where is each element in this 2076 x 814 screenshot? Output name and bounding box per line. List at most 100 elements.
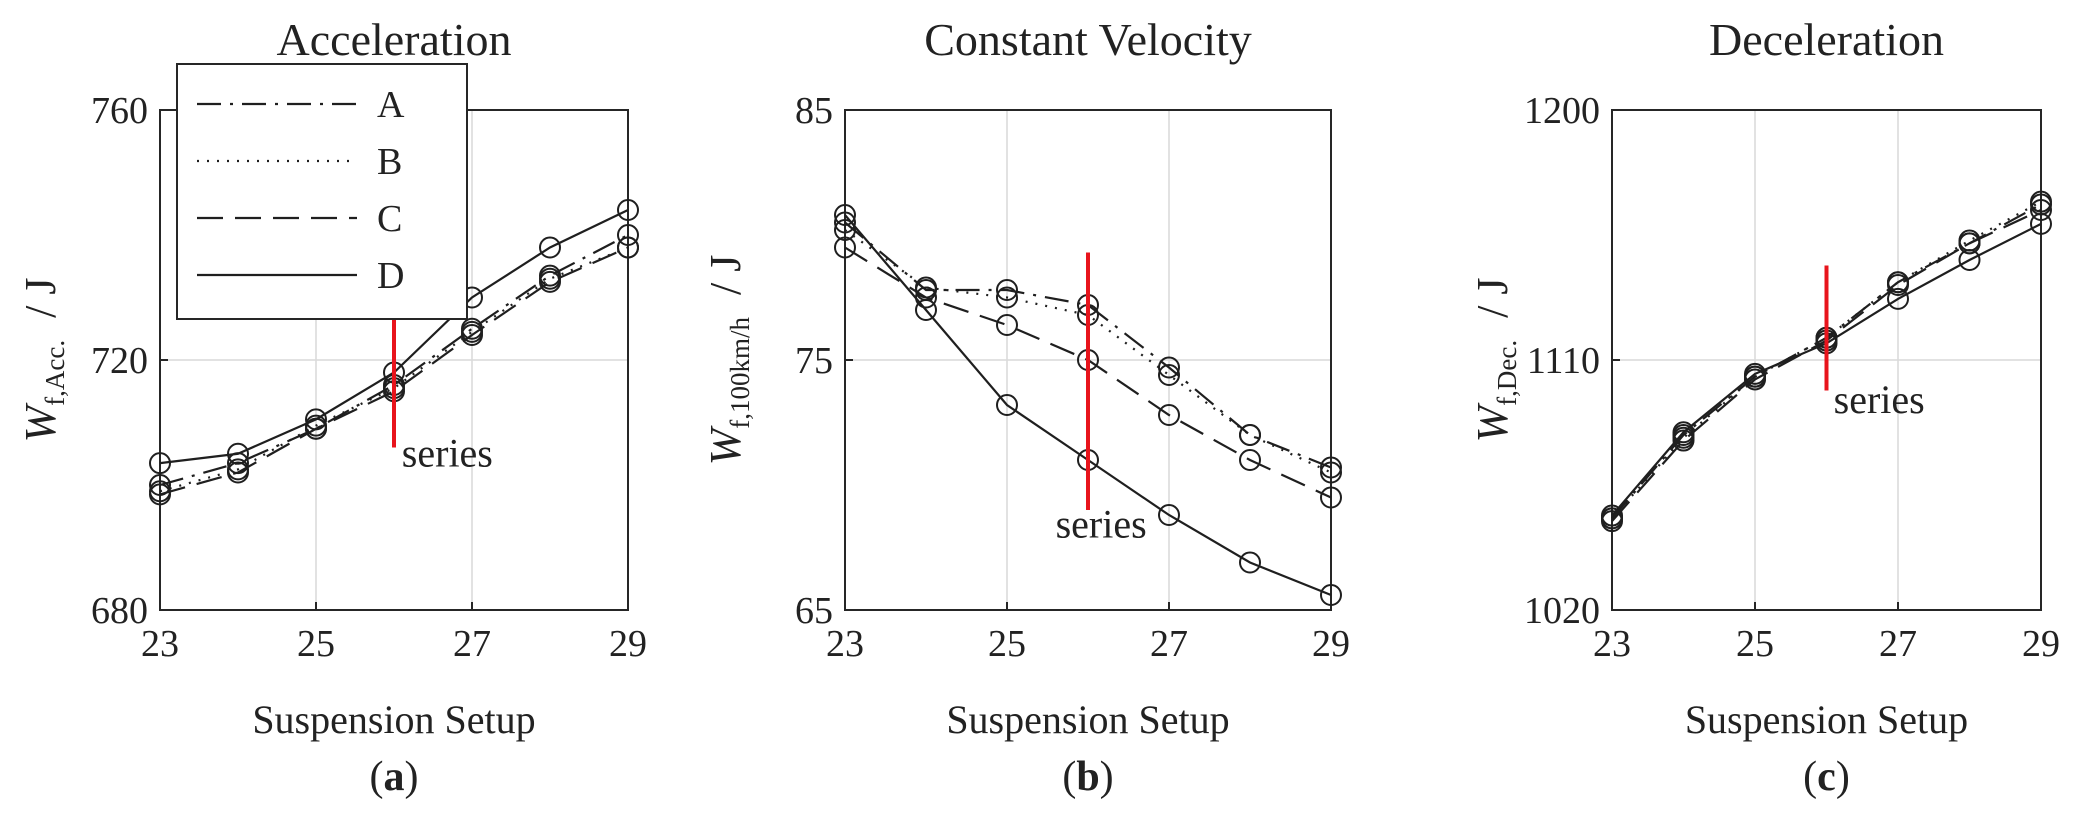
data-point-A	[834, 211, 856, 234]
y-label-unit: / J	[701, 255, 750, 295]
legend-label-C: C	[377, 198, 402, 240]
y-label-subscript: f,Dec.	[1492, 340, 1522, 406]
data-point-C	[1887, 274, 1909, 296]
y-label-unit: / J	[16, 278, 65, 318]
data-point-C	[834, 236, 856, 259]
data-point-B	[834, 219, 856, 241]
legend-label-A: A	[377, 84, 405, 126]
data-point-D	[617, 199, 639, 221]
x-tick-label: 23	[826, 623, 864, 665]
data-point-D	[1672, 421, 1695, 444]
x-axis-label: Suspension Setup	[1685, 697, 1968, 742]
data-point-D	[915, 299, 937, 321]
x-tick-label: 23	[1593, 623, 1631, 665]
data-point-A	[996, 279, 1018, 301]
x-tick-label: 27	[1879, 623, 1917, 665]
data-point-C	[1239, 449, 1261, 471]
legend-label-B: B	[377, 141, 402, 183]
x-tick-label: 27	[1150, 623, 1188, 665]
data-point-A	[1158, 356, 1180, 379]
x-axis-label: Suspension Setup	[946, 697, 1229, 742]
data-point-C	[1744, 368, 1766, 391]
y-tick-label: 65	[795, 590, 833, 632]
data-point-C	[1601, 510, 1623, 533]
panel-label: (c)	[1803, 754, 1850, 800]
y-label-subscript: f,Acc.	[40, 340, 70, 406]
data-point-A	[1320, 456, 1342, 479]
panel-letter: a	[384, 754, 405, 800]
data-point-C	[461, 324, 483, 346]
y-label-unit: / J	[1468, 278, 1517, 318]
y-axis-label: Wf,Acc. / J	[16, 278, 70, 443]
x-tick-label: 23	[141, 623, 179, 665]
series-line-C	[159, 246, 629, 496]
data-point-D	[305, 408, 327, 431]
y-axis-label: Wf,100km/h / J	[701, 255, 755, 466]
y-axis-label: Wf,Dec. / J	[1468, 278, 1522, 443]
series-annotation: series	[1056, 502, 1147, 547]
chart-title: Acceleration	[277, 14, 512, 65]
panel-a: 23 25 27 29 680 720 760 Acceleration Suspension …	[16, 14, 647, 800]
data-point-B	[1239, 424, 1261, 446]
x-tick-label: 25	[297, 623, 335, 665]
y-tick-label: 760	[91, 90, 148, 132]
x-tick-label: 27	[453, 623, 491, 665]
y-label-subscript: f,100km/h	[725, 316, 755, 428]
data-point-B	[996, 286, 1018, 309]
panel-b: 23 25 27 29 65 75 85 Constant Velocity Suspensio…	[701, 14, 1350, 800]
x-tick-label: 29	[1312, 623, 1350, 665]
legend-label-D: D	[377, 255, 404, 297]
data-point-D	[1601, 504, 1623, 527]
data-point-D	[149, 452, 171, 475]
data-point-D	[996, 394, 1018, 416]
data-point-C	[2030, 199, 2052, 221]
series-annotation: series	[1834, 377, 1925, 422]
data-point-D	[834, 204, 856, 226]
x-tick-label: 25	[1736, 623, 1774, 665]
data-point-C	[227, 461, 249, 484]
y-label-symbol: W	[1468, 402, 1517, 442]
data-point-C	[1672, 429, 1695, 452]
legend-box	[176, 63, 468, 320]
panel-c: 23 25 27 29 1020 1110 1200 Deceleration Suspensi…	[1468, 14, 2060, 800]
panel-letter: b	[1076, 754, 1099, 800]
data-point-C	[1158, 404, 1180, 426]
data-point-C	[1958, 232, 1981, 255]
y-tick-label: 1200	[1524, 90, 1600, 132]
y-tick-label: 1020	[1524, 590, 1600, 632]
data-point-A	[617, 224, 639, 246]
y-label-symbol: W	[16, 402, 65, 442]
data-point-C	[539, 270, 561, 293]
chart-title: Deceleration	[1709, 14, 1944, 65]
data-point-B	[1158, 364, 1180, 386]
y-tick-label: 1110	[1527, 340, 1600, 382]
data-point-B	[1320, 461, 1342, 484]
panel-label: (a)	[370, 754, 419, 800]
data-point-D	[1239, 551, 1261, 574]
data-point-D	[2030, 212, 2052, 235]
data-point-B	[2030, 190, 2052, 213]
y-tick-label: 720	[91, 340, 148, 382]
data-point-D	[1158, 504, 1180, 526]
x-tick-label: 29	[609, 623, 647, 665]
data-point-D	[227, 442, 249, 465]
panel-label: (b)	[1062, 754, 1113, 800]
y-tick-label: 85	[795, 90, 833, 132]
x-tick-label: 25	[988, 623, 1026, 665]
series-annotation: series	[402, 430, 493, 475]
panel-letter: c	[1817, 754, 1836, 800]
data-point-D	[1958, 249, 1981, 271]
series-line-A	[844, 221, 1332, 469]
x-tick-label: 29	[2022, 623, 2060, 665]
chart-title: Constant Velocity	[924, 14, 1252, 65]
data-point-D	[1887, 287, 1909, 310]
data-point-C	[149, 483, 171, 506]
data-point-D	[539, 236, 561, 259]
data-point-D	[1320, 584, 1342, 606]
data-point-C	[1320, 486, 1342, 509]
series-line-B	[159, 246, 629, 493]
y-label-symbol: W	[701, 425, 750, 465]
data-point-D	[1744, 362, 1766, 385]
y-tick-label: 680	[91, 590, 148, 632]
